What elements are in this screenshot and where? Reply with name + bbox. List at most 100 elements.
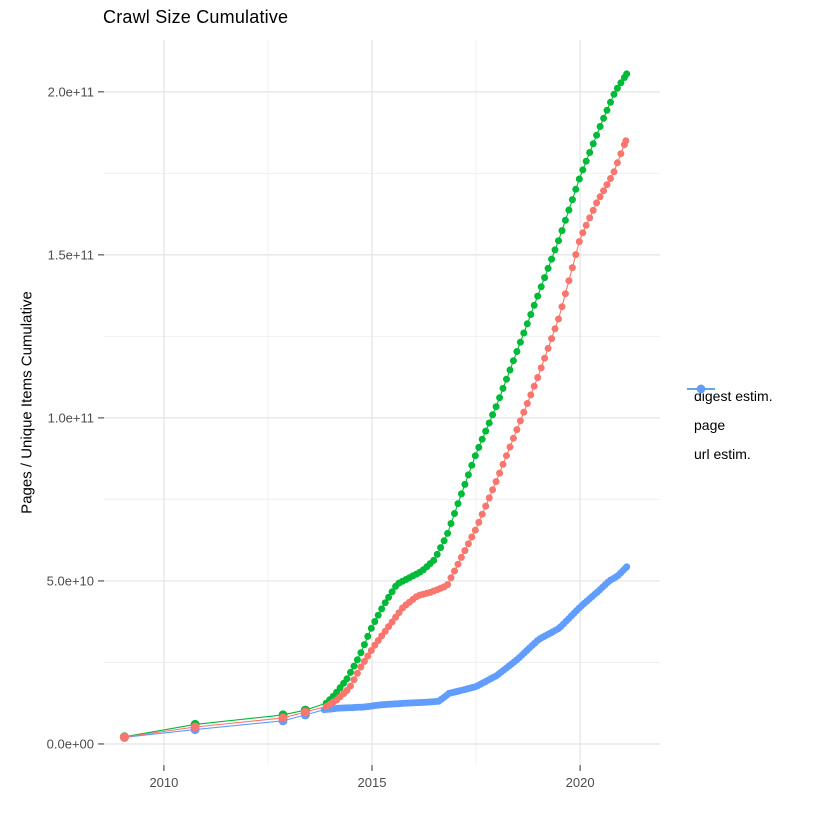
data-point: [451, 567, 458, 575]
data-point: [600, 187, 608, 195]
data-point: [555, 315, 562, 323]
data-point: [537, 283, 545, 291]
data-point: [503, 452, 510, 460]
data-point: [613, 84, 621, 92]
legend-label-url-estim: url estim.: [694, 445, 751, 462]
data-point: [622, 137, 630, 145]
data-point: [371, 618, 379, 625]
data-point: [457, 553, 465, 561]
data-point: [378, 605, 386, 613]
y-tick-label: 5.0e+10: [47, 573, 94, 588]
data-point: [568, 196, 576, 204]
data-point: [523, 320, 531, 328]
data-point: [353, 669, 361, 677]
data-point: [534, 292, 542, 300]
data-point: [516, 338, 524, 346]
data-point: [610, 168, 618, 176]
data-point: [447, 574, 455, 582]
y-tick-label: 1.0e+11: [48, 410, 94, 425]
data-point: [558, 303, 566, 311]
legend-item-url-estim: url estim.: [686, 384, 773, 468]
data-point: [613, 159, 621, 167]
data-point: [388, 588, 396, 596]
data-point: [444, 581, 452, 589]
data-point: [433, 550, 441, 558]
data-point: [350, 676, 358, 684]
data-point: [464, 471, 472, 479]
data-point: [457, 490, 465, 498]
data-point: [530, 382, 538, 390]
data-point: [572, 185, 580, 193]
data-point: [551, 325, 559, 333]
data-point: [385, 593, 393, 601]
data-point: [551, 246, 559, 254]
data-point: [475, 443, 483, 451]
data-point: [485, 494, 493, 502]
data-point: [440, 537, 448, 545]
data-point: [444, 529, 452, 537]
data-point: [478, 435, 486, 443]
data-point: [523, 400, 531, 407]
data-point: [548, 335, 556, 343]
data-point: [347, 668, 354, 676]
data-point: [496, 394, 504, 402]
data-point: [541, 354, 549, 362]
data-point: [579, 229, 587, 237]
legend-label-page: page: [694, 416, 726, 433]
data-point: [347, 682, 354, 690]
data-point: [565, 206, 573, 214]
data-point: [509, 434, 517, 442]
data-point: [534, 374, 542, 381]
data-point: [447, 520, 455, 527]
data-point: [357, 663, 365, 671]
legend: digest estim. page url estim.: [686, 381, 773, 468]
data-point: [353, 656, 361, 664]
data-point: [492, 478, 500, 486]
y-tick-label: 2.0e+11: [48, 84, 94, 99]
data-point: [607, 175, 614, 182]
url-estim-key-icon: [687, 384, 715, 394]
series-url-estim-: [119, 563, 631, 742]
data-point: [468, 533, 476, 541]
data-point: [468, 461, 476, 469]
data-point: [607, 98, 614, 106]
data-point: [565, 277, 573, 285]
data-point: [623, 563, 631, 571]
data-point: [364, 652, 372, 660]
data-point: [278, 713, 288, 723]
data-point: [541, 274, 549, 282]
data-point: [485, 419, 493, 427]
data-point: [544, 344, 552, 352]
data-point: [520, 408, 528, 416]
data-point: [471, 452, 479, 460]
data-point: [482, 427, 490, 435]
data-point: [360, 641, 368, 649]
data-point: [558, 227, 566, 235]
legend-label-digest-estim: digest estim.: [694, 387, 773, 404]
data-point: [537, 364, 545, 372]
data-point: [451, 510, 458, 517]
data-point: [561, 290, 569, 298]
data-point: [437, 544, 445, 552]
data-point: [572, 251, 580, 259]
data-point: [430, 556, 438, 564]
data-point: [461, 480, 469, 488]
y-tick-label: 1.5e+11: [48, 247, 94, 262]
data-point: [561, 216, 569, 224]
data-point: [478, 510, 486, 518]
data-point: [513, 348, 521, 355]
data-point: [579, 166, 587, 174]
series-digest-estim-: [119, 137, 630, 742]
data-point: [544, 264, 552, 272]
data-point: [499, 384, 507, 392]
data-point: [610, 90, 618, 98]
data-point: [555, 237, 562, 245]
data-point: [364, 632, 372, 640]
data-point: [350, 662, 358, 670]
data-point: [343, 675, 351, 683]
x-tick-label: 2015: [358, 775, 387, 790]
data-point: [513, 426, 521, 434]
data-point: [596, 193, 604, 201]
